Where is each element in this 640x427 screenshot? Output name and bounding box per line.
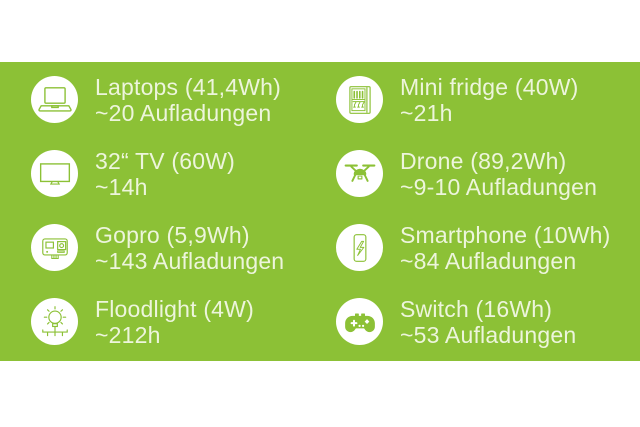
item-value: ~9-10 Aufladungen xyxy=(400,173,598,200)
item-value: ~143 Aufladungen xyxy=(95,247,285,274)
item-title: Mini fridge (40W) xyxy=(400,73,579,100)
item-text: 32“ TV (60W) ~14h xyxy=(95,148,235,200)
item-title: Gopro (5,9Wh) xyxy=(95,221,250,248)
item-value: ~53 Aufladungen xyxy=(400,321,577,348)
gopro-icon xyxy=(31,224,78,271)
list-item-mini-fridge: Mini fridge (40W) ~21h xyxy=(336,74,579,126)
item-value: ~212h xyxy=(95,321,161,348)
item-title: Switch (16Wh) xyxy=(400,295,553,322)
list-item-gopro: Gopro (5,9Wh) ~143 Aufladungen xyxy=(31,222,284,274)
item-title: Floodlight (4W) xyxy=(95,295,254,322)
item-value: ~84 Aufladungen xyxy=(400,247,577,274)
list-item-floodlight: Floodlight (4W) ~212h xyxy=(31,296,254,348)
item-text: Floodlight (4W) ~212h xyxy=(95,296,254,348)
item-text: Laptops (41,4Wh) ~20 Aufladungen xyxy=(95,74,281,126)
list-item-smartphone: Smartphone (10Wh) ~84 Aufladungen xyxy=(336,222,611,274)
item-value: ~21h xyxy=(400,99,453,126)
item-text: Gopro (5,9Wh) ~143 Aufladungen xyxy=(95,222,284,274)
list-item-tv: 32“ TV (60W) ~14h xyxy=(31,148,235,200)
item-value: ~20 Aufladungen xyxy=(95,99,272,126)
list-item-laptops: Laptops (41,4Wh) ~20 Aufladungen xyxy=(31,74,281,126)
infographic-banner: Laptops (41,4Wh) ~20 Aufladungen xyxy=(0,62,640,361)
item-title: Drone (89,2Wh) xyxy=(400,147,567,174)
item-title: Smartphone (10Wh) xyxy=(400,221,611,248)
drone-icon xyxy=(336,150,383,197)
list-item-switch: Switch (16Wh) ~53 Aufladungen xyxy=(336,296,576,348)
item-title: Laptops (41,4Wh) xyxy=(95,73,282,100)
item-value: ~14h xyxy=(95,173,148,200)
item-text: Smartphone (10Wh) ~84 Aufladungen xyxy=(400,222,611,274)
smartphone-icon xyxy=(336,224,383,271)
list-item-drone: Drone (89,2Wh) ~9-10 Aufladungen xyxy=(336,148,597,200)
item-title: 32“ TV (60W) xyxy=(95,147,236,174)
floodlight-icon xyxy=(31,298,78,345)
laptop-icon xyxy=(31,76,78,123)
fridge-icon xyxy=(336,76,383,123)
gamepad-icon xyxy=(336,298,383,345)
tv-icon xyxy=(31,150,78,197)
item-text: Mini fridge (40W) ~21h xyxy=(400,74,579,126)
item-text: Drone (89,2Wh) ~9-10 Aufladungen xyxy=(400,148,597,200)
item-text: Switch (16Wh) ~53 Aufladungen xyxy=(400,296,576,348)
